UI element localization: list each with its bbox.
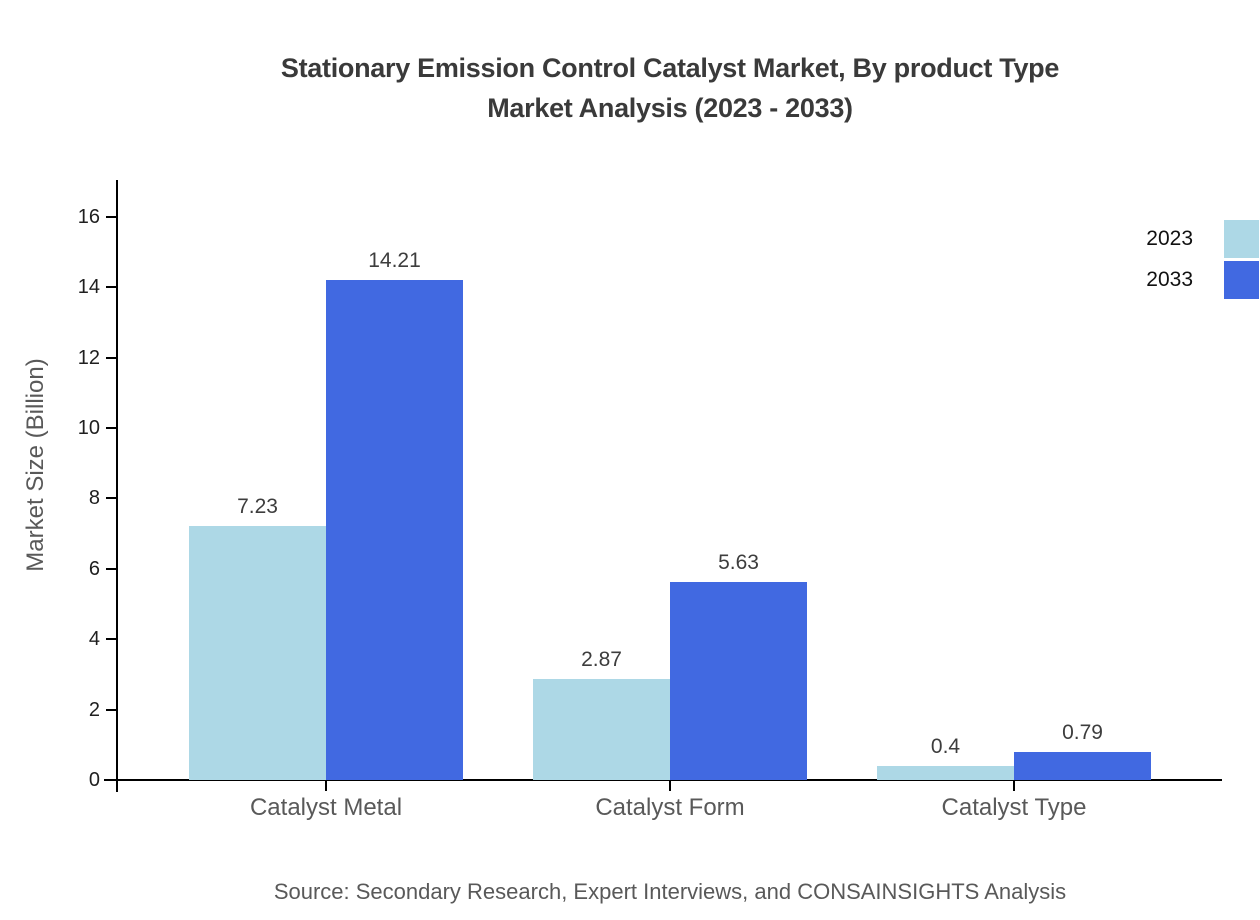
legend: 2023 2033	[1146, 218, 1259, 300]
y-tick-mark	[106, 708, 116, 711]
x-tick-label-catalyst-type: Catalyst Type	[941, 794, 1087, 821]
y-tick-label: 0	[88, 769, 100, 791]
y-tick-mark	[106, 497, 116, 500]
bar-2023-catalyst-form	[533, 679, 670, 780]
y-tick-label: 10	[77, 417, 100, 440]
chart-title-line1: Stationary Emission Control Catalyst Mar…	[280, 53, 1060, 83]
bar-2033-catalyst-form	[670, 581, 807, 780]
y-tick-label: 2	[88, 698, 100, 721]
y-tick-mark	[106, 567, 116, 570]
y-tick-mark	[106, 427, 116, 430]
bar-2033-catalyst-metal	[326, 279, 463, 780]
source-note: Source: Secondary Research, Expert Inter…	[273, 879, 1067, 904]
x-tick-mark	[1013, 780, 1015, 791]
y-tick-label: 8	[88, 487, 100, 510]
bar-2023-catalyst-metal	[189, 525, 326, 780]
x-tick-mark	[669, 780, 671, 791]
bar-value-label: 14.21	[368, 248, 421, 272]
y-tick-label: 14	[77, 276, 100, 299]
legend-item-2033: 2033	[1146, 259, 1259, 300]
y-tick-label: 4	[88, 628, 100, 651]
x-axis-line	[104, 779, 1222, 781]
legend-label: 2033	[1146, 267, 1193, 291]
x-tick-label-catalyst-form: Catalyst Form	[595, 794, 745, 821]
y-tick-label: 12	[77, 346, 100, 369]
legend-label: 2023	[1146, 226, 1193, 250]
chart-title: Stationary Emission Control Catalyst Mar…	[118, 48, 1222, 128]
bar-2023-catalyst-type	[877, 765, 1014, 780]
y-axis-line	[116, 180, 118, 792]
legend-swatch-2023	[1224, 219, 1259, 258]
x-tick-mark	[325, 780, 327, 791]
bar-value-label: 5.63	[718, 550, 759, 574]
legend-item-2023: 2023	[1146, 218, 1259, 259]
bar-value-label: 0.79	[1062, 721, 1103, 745]
y-tick-mark	[106, 638, 116, 641]
y-tick-mark	[106, 286, 116, 289]
y-tick-mark	[106, 215, 116, 218]
y-tick-label: 16	[77, 205, 100, 228]
y-tick-mark	[106, 779, 116, 781]
bar-value-label: 0.4	[930, 734, 961, 758]
y-tick-label: 6	[88, 557, 100, 580]
bar-2033-catalyst-type	[1014, 752, 1151, 780]
bar-value-label: 7.23	[237, 494, 278, 518]
y-axis-title: Market Size (Billion)	[22, 358, 49, 572]
plot-area: 0 2 4 6 8 10 12 14 16 7.23 14.21 Catalyst Metal 2.87…	[78, 180, 1222, 821]
legend-swatch-2033	[1224, 260, 1259, 299]
bar-value-label: 2.87	[581, 648, 622, 672]
y-tick-mark	[106, 356, 116, 359]
x-tick-label-catalyst-metal: Catalyst Metal	[249, 794, 403, 821]
chart-title-line2: Market Analysis (2023 - 2033)	[487, 93, 853, 123]
